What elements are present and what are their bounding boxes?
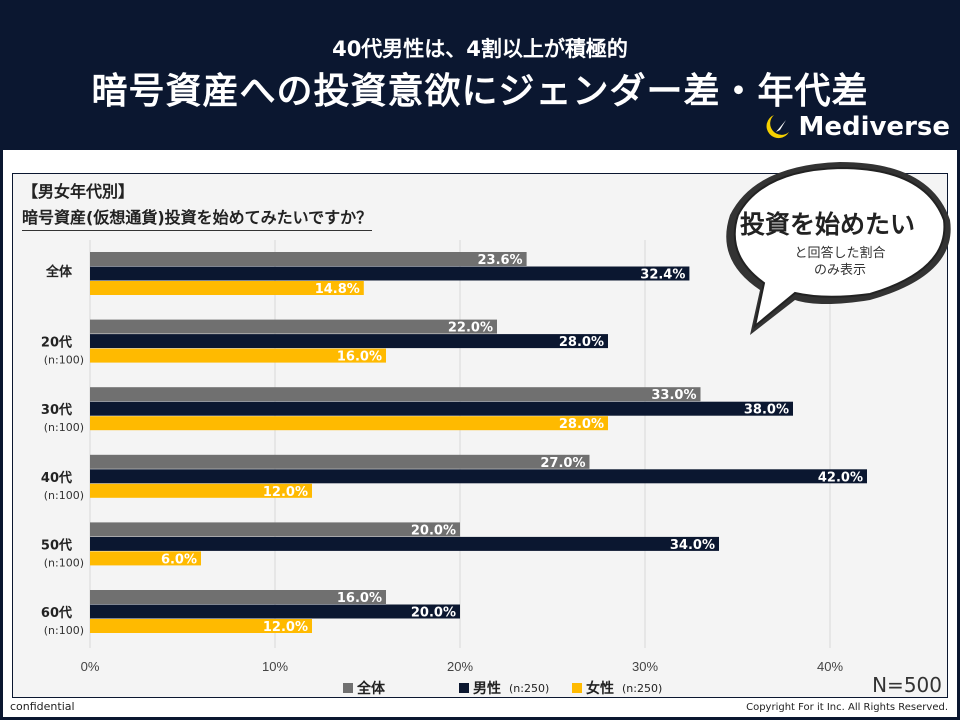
logo-text: Mediverse: [798, 112, 950, 142]
total-n: N=500: [872, 673, 942, 697]
data-label: 42.0%: [818, 470, 863, 485]
legend-item-all: 全体: [343, 678, 385, 698]
speech-bubble: [726, 162, 951, 335]
legend-label: 女性: [586, 681, 614, 697]
bar: [90, 348, 386, 363]
data-label: 16.0%: [337, 350, 382, 365]
x-tick-label: 20%: [447, 659, 473, 674]
bar: [90, 454, 590, 469]
legend-swatch: [343, 683, 353, 693]
data-label: 12.0%: [263, 485, 308, 500]
bar: [90, 334, 608, 349]
bar: [90, 551, 201, 566]
x-tick-label: 0%: [81, 659, 100, 674]
legend-swatch: [459, 683, 469, 693]
legend-swatch: [572, 683, 582, 693]
category-label: 40代: [41, 470, 72, 486]
confidential-label: confidential: [10, 700, 75, 713]
legend-n: (n:250): [509, 681, 550, 695]
x-tick-label: 40%: [817, 659, 843, 674]
legend-label: 男性: [473, 681, 501, 697]
bar: [90, 416, 608, 431]
legend-label: 全体: [357, 681, 385, 697]
data-label: 34.0%: [670, 538, 715, 553]
bar: [90, 281, 364, 295]
bar: [90, 266, 690, 281]
legend-n: (n:250): [622, 681, 663, 695]
legend-item-female: 女性 (n:250): [572, 678, 662, 698]
bar: [90, 387, 701, 402]
logo: Mediverse: [762, 112, 950, 142]
bar: [90, 619, 312, 633]
copyright: Copyright For it Inc. All Rights Reserve…: [746, 702, 948, 713]
data-label: 22.0%: [448, 321, 493, 336]
question-category: 【男女年代別】: [22, 182, 135, 201]
subtitle: 40代男性は、4割以上が積極的: [332, 37, 628, 61]
x-tick-label: 10%: [262, 659, 288, 674]
question-text: 暗号資産(仮想通貨)投資を始めてみたいですか？: [22, 204, 373, 231]
data-label: 28.0%: [559, 417, 604, 432]
data-label: 38.0%: [744, 403, 789, 418]
data-label: 20.0%: [411, 606, 456, 621]
bubble-note: と回答した割合 のみ表示: [760, 245, 920, 279]
bar: [90, 252, 527, 266]
category-n: (n:100): [44, 421, 84, 434]
header: 40代男性は、4割以上が積極的 暗号資産への投資意欲にジェンダー差・年代差 Me…: [0, 0, 960, 150]
category-label: 60代: [41, 605, 72, 621]
bar: [90, 522, 460, 537]
rocket-moon-icon: [767, 115, 790, 139]
bar: [90, 604, 460, 619]
data-label: 12.0%: [263, 620, 308, 635]
data-label: 33.0%: [651, 388, 696, 403]
bar: [90, 483, 312, 498]
data-label: 14.8%: [315, 282, 360, 297]
bar: [90, 536, 719, 551]
bubble-main-text: 投資を始めたい: [740, 210, 916, 239]
category-label: 30代: [41, 402, 72, 418]
category-label: 全体: [45, 264, 73, 280]
bar: [90, 401, 793, 416]
category-n: (n:100): [44, 489, 84, 502]
category-n: (n:100): [44, 556, 84, 569]
bubble-note-line2: のみ表示: [813, 263, 866, 278]
data-label: 20.0%: [411, 523, 456, 538]
data-label: 16.0%: [337, 591, 382, 606]
data-label: 27.0%: [540, 456, 585, 471]
category-n: (n:100): [44, 624, 84, 637]
data-label: 23.6%: [477, 253, 522, 268]
data-label: 6.0%: [161, 552, 197, 567]
bar: [90, 469, 867, 484]
x-tick-label: 30%: [632, 659, 658, 674]
category-label: 20代: [41, 335, 72, 351]
bar: [90, 590, 386, 604]
bar: [90, 319, 497, 334]
data-label: 32.4%: [640, 268, 685, 283]
legend-item-male: 男性 (n:250): [459, 678, 549, 698]
page-title: 暗号資産への投資意欲にジェンダー差・年代差: [91, 71, 869, 112]
data-label: 28.0%: [559, 335, 604, 350]
category-n: (n:100): [44, 354, 84, 367]
bubble-note-line1: と回答した割合: [794, 246, 886, 261]
category-label: 50代: [41, 537, 72, 553]
